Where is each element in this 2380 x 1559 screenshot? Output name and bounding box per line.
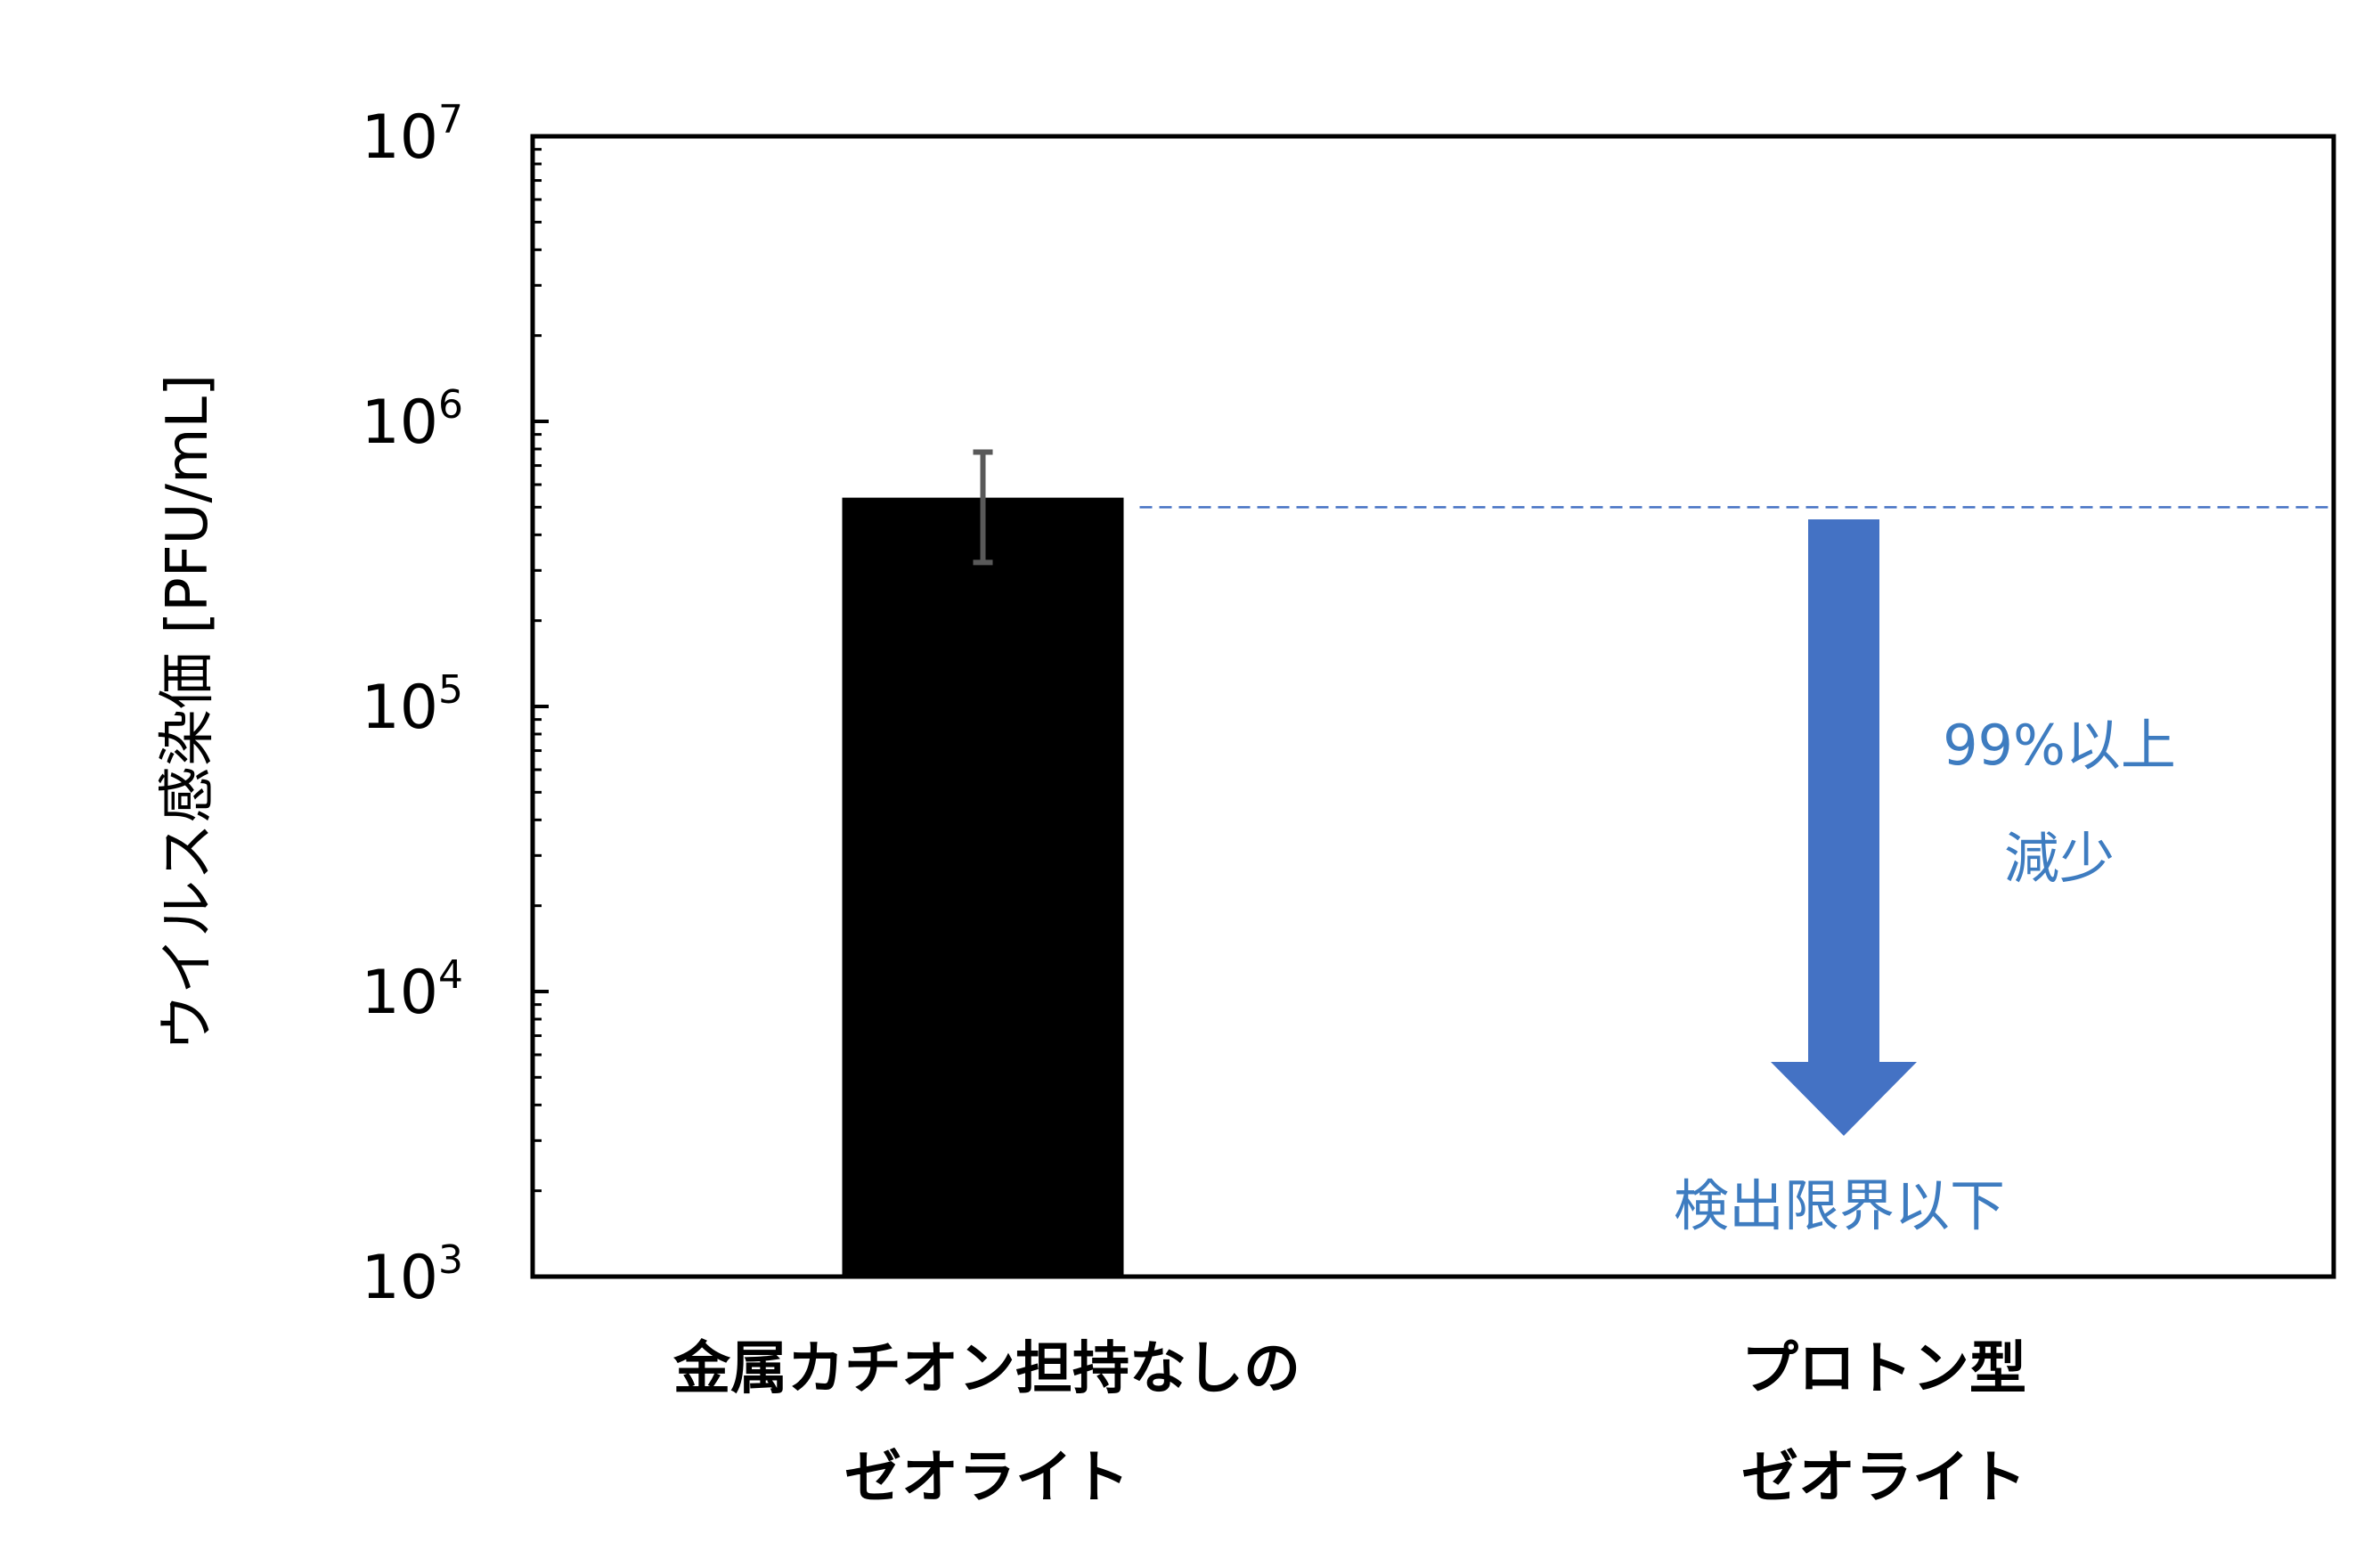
y-tick-label-3: 103	[361, 1237, 463, 1313]
bar-untreated-zeolite	[842, 497, 1124, 1277]
y-tick-base-6: 10	[361, 388, 438, 458]
y-tick-label-5: 105	[361, 667, 463, 743]
y-tick-base-7: 10	[361, 102, 438, 173]
annotation-reduction-line2: 減少	[2004, 826, 2115, 891]
x-label-category-1-line2: ゼオライト	[1741, 1445, 2026, 1511]
y-tick-labels: 103 104 105 106 107	[361, 97, 463, 1313]
annotation-below-detection-limit: 検出限界以下	[1674, 1173, 2005, 1238]
y-tick-exp-5: 5	[438, 667, 463, 713]
y-tick-label-6: 106	[361, 382, 463, 458]
annotation-reduction-line1: 99%以上	[1943, 713, 2176, 778]
y-tick-exp-7: 7	[438, 97, 463, 143]
y-tick-label-4: 104	[361, 952, 463, 1028]
y-axis-ticks	[533, 148, 549, 1278]
y-tick-base-3: 10	[361, 1243, 438, 1313]
y-axis-title: ウイルス感染価 [PFU/mL]	[155, 374, 221, 1051]
y-tick-base-5: 10	[361, 673, 438, 743]
y-tick-exp-3: 3	[438, 1237, 463, 1283]
y-tick-exp-6: 6	[438, 382, 463, 428]
y-tick-exp-4: 4	[438, 952, 463, 998]
y-tick-base-4: 10	[361, 958, 438, 1028]
plot-area	[530, 134, 2336, 1279]
reduction-arrow-icon	[1771, 519, 1917, 1136]
y-tick-label-7: 107	[361, 97, 463, 173]
x-label-category-1-line1: プロトン型	[1741, 1336, 2026, 1402]
x-label-category-0-line2: ゼオライト	[844, 1445, 1129, 1511]
x-label-category-0-line1: 金属カチオン担持なしの	[672, 1336, 1300, 1402]
